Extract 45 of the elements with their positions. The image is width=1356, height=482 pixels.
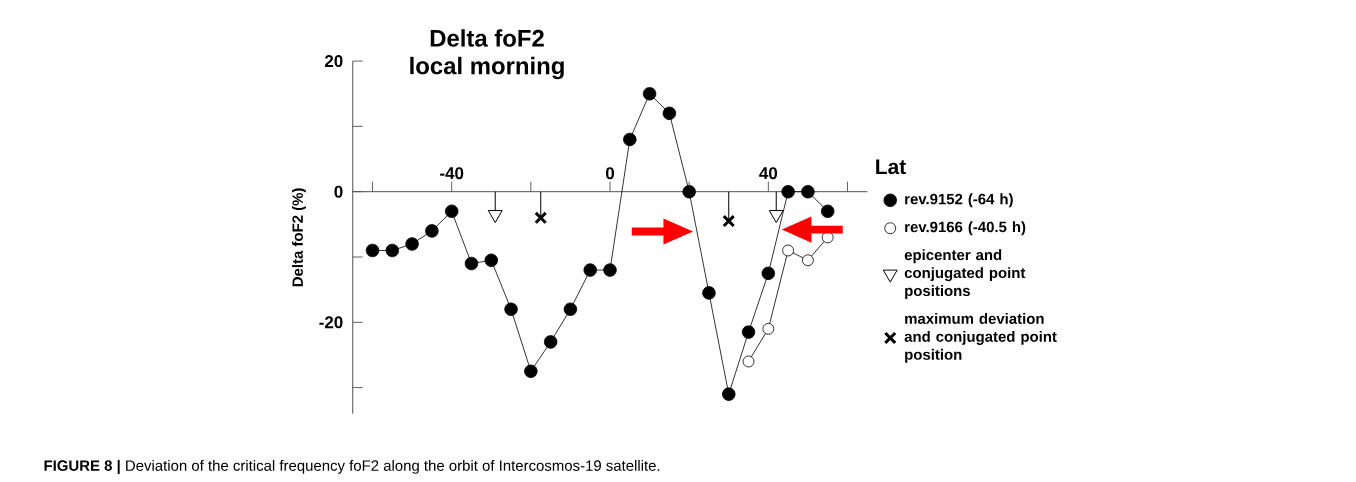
point [504, 302, 518, 316]
point [722, 387, 736, 401]
point [444, 204, 459, 218]
point [781, 185, 795, 199]
legend-label: rev.9166 (-40.5 h) [905, 221, 1026, 236]
y-tick-label: -20 [319, 316, 343, 329]
y-axis-title: Delta foF2 (%) [291, 188, 306, 287]
y-tick-label: 0 [334, 185, 343, 198]
point [534, 211, 548, 225]
point [642, 87, 657, 101]
point [405, 237, 419, 251]
point [722, 214, 736, 228]
x-tick-label: 0 [605, 167, 615, 180]
point [603, 263, 617, 277]
point [563, 302, 578, 316]
chart-subtitle: local morning [410, 56, 564, 80]
point [762, 322, 775, 335]
point [623, 132, 637, 147]
legend-label: rev.9152 (-64 h) [905, 193, 1013, 208]
point [385, 243, 400, 258]
y-tick-label: 20 [324, 55, 343, 68]
point [802, 254, 814, 267]
x-tick-label: 40 [759, 167, 778, 180]
point [702, 286, 716, 300]
chart-title: Delta foF2 [430, 29, 544, 47]
point [464, 256, 479, 271]
legend-label: maximum deviation and conjugated point position [904, 313, 1057, 363]
point [524, 364, 538, 378]
legend-label: epicenter and conjugated point positions [904, 249, 1026, 299]
point [761, 266, 776, 281]
point [365, 243, 380, 258]
point [583, 263, 597, 277]
point [484, 253, 498, 267]
point [820, 204, 835, 218]
x-axis-title: Lat [876, 159, 906, 175]
point [801, 185, 815, 199]
point [425, 224, 439, 238]
point [682, 185, 696, 199]
point [741, 325, 756, 339]
point [543, 335, 558, 349]
text: FIGURE 8 | Deviation of the critical frequency foF2 along the orbit of Intercosmos-19 satellite. [44, 459, 660, 475]
x-tick-label: -40 [440, 167, 464, 180]
point [742, 355, 755, 368]
point [782, 244, 795, 257]
point [662, 106, 677, 121]
